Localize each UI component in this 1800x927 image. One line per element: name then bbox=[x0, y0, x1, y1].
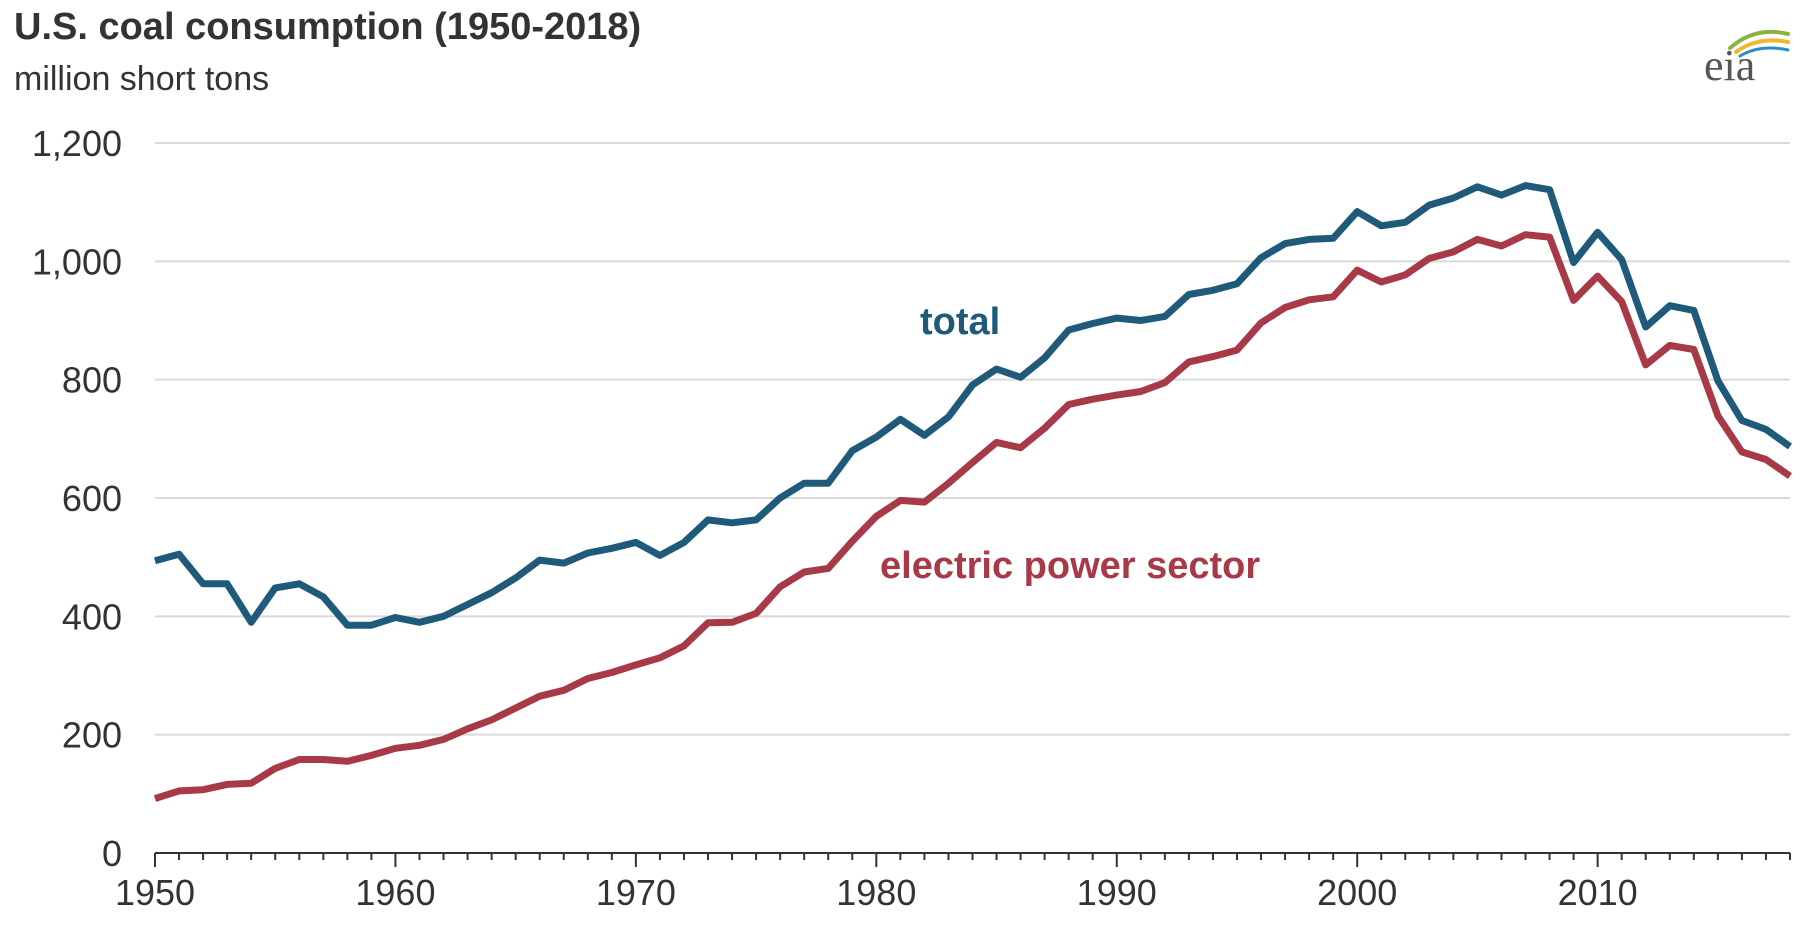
y-axis-ticks: 0 200 400 600 800 1,000 1,200 bbox=[32, 123, 122, 874]
x-tick-label: 1980 bbox=[836, 872, 916, 913]
x-tick-label: 1970 bbox=[596, 872, 676, 913]
gridlines bbox=[155, 142, 1790, 736]
x-tick-label: 2010 bbox=[1558, 872, 1638, 913]
x-tick-label: 1950 bbox=[115, 872, 195, 913]
series-label-electric-power-sector: electric power sector bbox=[880, 545, 1260, 587]
y-tick-label: 1,200 bbox=[32, 123, 122, 164]
logo-arc-blue bbox=[1738, 46, 1790, 58]
x-axis: 1950 1960 1970 1980 1990 2000 2010 bbox=[115, 852, 1791, 913]
series-label-total: total bbox=[920, 301, 1000, 343]
series-line-total bbox=[154, 182, 1793, 629]
x-tick-label: 1990 bbox=[1077, 872, 1157, 913]
logo-arc-green bbox=[1728, 29, 1790, 50]
chart-subtitle: million short tons bbox=[14, 60, 270, 98]
chart-title: U.S. coal consumption (1950-2018) bbox=[14, 6, 642, 48]
y-tick-label: 800 bbox=[62, 360, 122, 401]
series-annotations: total electric power sector bbox=[880, 301, 1260, 587]
x-tick-label: 2000 bbox=[1317, 872, 1397, 913]
y-tick-label: 600 bbox=[62, 478, 122, 519]
eia-logo-icon: eia bbox=[1704, 29, 1790, 88]
y-tick-label: 1,000 bbox=[32, 241, 122, 282]
logo-text: eia bbox=[1704, 41, 1755, 88]
y-tick-label: 0 bbox=[102, 833, 122, 874]
series-line-electric-power-sector bbox=[153, 231, 1792, 802]
x-tick-label: 1960 bbox=[355, 872, 435, 913]
logo-arc-yellow bbox=[1734, 38, 1790, 54]
y-tick-label: 400 bbox=[62, 596, 122, 637]
series-lines bbox=[153, 182, 1793, 802]
y-tick-label: 200 bbox=[62, 715, 122, 756]
